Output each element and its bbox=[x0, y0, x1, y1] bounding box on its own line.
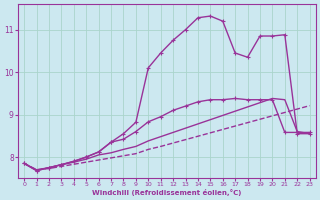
X-axis label: Windchill (Refroidissement éolien,°C): Windchill (Refroidissement éolien,°C) bbox=[92, 189, 242, 196]
